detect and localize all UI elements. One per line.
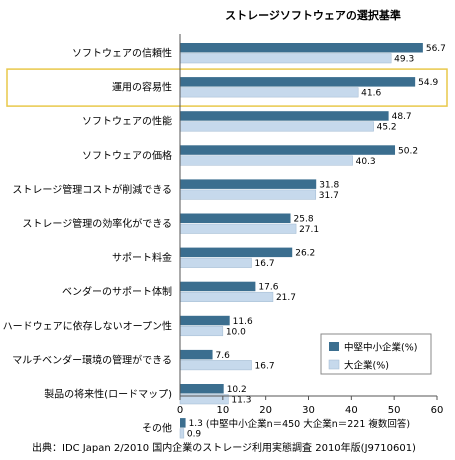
value-label: 10.2 bbox=[227, 385, 247, 395]
bar-series-1 bbox=[180, 384, 224, 394]
value-label: 11.3 bbox=[231, 396, 251, 406]
category-label: ソフトウェアの価格 bbox=[82, 149, 172, 162]
bar-series-1 bbox=[180, 179, 317, 189]
value-label: 27.1 bbox=[299, 225, 319, 235]
value-label: 31.8 bbox=[319, 180, 339, 190]
value-label: 49.3 bbox=[394, 55, 414, 65]
bar-series-2 bbox=[179, 360, 252, 371]
value-label: 1.3 bbox=[189, 419, 203, 429]
value-label: 40.3 bbox=[356, 157, 376, 167]
category-label: ハードウェアに依存しないオープン性 bbox=[3, 319, 172, 332]
value-label: 21.7 bbox=[276, 293, 296, 303]
category-label: ソフトウェアの性能 bbox=[82, 115, 172, 128]
value-label: 25.8 bbox=[294, 215, 314, 225]
bar-series-1 bbox=[180, 349, 213, 360]
category-label: ストレージ管理の効率化ができる bbox=[22, 217, 172, 230]
bar-series-2 bbox=[179, 428, 185, 439]
source-note: 出典：IDC Japan 2/2010 国内企業のストレージ利用実態調査 201… bbox=[32, 441, 416, 454]
category-label: マルチベンダー環境の管理ができる bbox=[12, 353, 172, 366]
value-label: 45.2 bbox=[377, 123, 397, 133]
bar-series-1 bbox=[180, 111, 389, 121]
bar-series-2 bbox=[179, 121, 374, 132]
value-label: 31.7 bbox=[319, 191, 339, 201]
bar-series-1 bbox=[180, 281, 256, 292]
bar-series-1 bbox=[180, 77, 416, 87]
category-label: ストレージ管理コストが削減できる bbox=[12, 183, 172, 196]
bar-series-2 bbox=[179, 223, 297, 234]
sample-note: (中堅中小企業n＝450 大企業n＝221 複数回答) bbox=[206, 418, 410, 430]
bar-series-2 bbox=[179, 87, 359, 98]
value-label: 7.6 bbox=[216, 351, 231, 361]
bar-series-1 bbox=[180, 247, 293, 258]
legend-label: 中堅中小企業(%) bbox=[344, 342, 417, 354]
x-tick-label: 60 bbox=[431, 405, 444, 416]
x-tick-label: 10 bbox=[216, 405, 229, 416]
bar-series-2 bbox=[179, 189, 317, 200]
highlight-box bbox=[6, 68, 448, 107]
value-label: 11.6 bbox=[233, 317, 253, 327]
value-label: 16.7 bbox=[255, 259, 275, 269]
value-label: 10.0 bbox=[226, 327, 246, 337]
category-label: ソフトウェアの信頼性 bbox=[72, 47, 172, 60]
x-tick-label: 0 bbox=[177, 405, 183, 416]
bar-series-1 bbox=[180, 315, 230, 326]
value-label: 56.7 bbox=[426, 44, 446, 54]
value-label: 48.7 bbox=[392, 112, 412, 122]
x-tick-label: 50 bbox=[388, 405, 401, 416]
legend-swatch bbox=[328, 359, 340, 370]
bar-series-1 bbox=[180, 213, 291, 223]
bar-series-1 bbox=[180, 145, 396, 155]
value-label: 26.2 bbox=[295, 249, 315, 259]
bar-series-1 bbox=[180, 43, 423, 53]
value-label: 54.9 bbox=[418, 78, 438, 88]
value-label: 17.6 bbox=[258, 283, 278, 293]
x-tick-label: 20 bbox=[259, 405, 272, 416]
bar-series-2 bbox=[179, 326, 224, 337]
chart-title: ストレージソフトウェアの選択基準 bbox=[225, 8, 401, 22]
category-label: その他 bbox=[142, 422, 172, 435]
bar-series-2 bbox=[179, 257, 252, 268]
bar-series-2 bbox=[179, 53, 392, 64]
x-tick-label: 40 bbox=[345, 405, 358, 416]
bar-series-2 bbox=[179, 291, 274, 302]
value-label: 41.6 bbox=[361, 89, 381, 99]
value-label: 0.9 bbox=[187, 430, 202, 440]
legend-label: 大企業(%) bbox=[344, 360, 389, 372]
bar-series-2 bbox=[179, 155, 353, 166]
category-label: 運用の容易性 bbox=[112, 81, 172, 94]
category-label: ベンダーのサポート体制 bbox=[62, 285, 172, 298]
value-label: 50.2 bbox=[398, 146, 418, 156]
value-label: 16.7 bbox=[255, 361, 275, 371]
legend bbox=[320, 333, 432, 375]
x-tick-label: 30 bbox=[302, 405, 315, 416]
legend-swatch bbox=[329, 342, 339, 351]
bar-series-1 bbox=[180, 418, 186, 428]
category-label: 製品の将来性(ロードマップ) bbox=[44, 388, 172, 401]
category-label: サポート料金 bbox=[112, 251, 172, 264]
